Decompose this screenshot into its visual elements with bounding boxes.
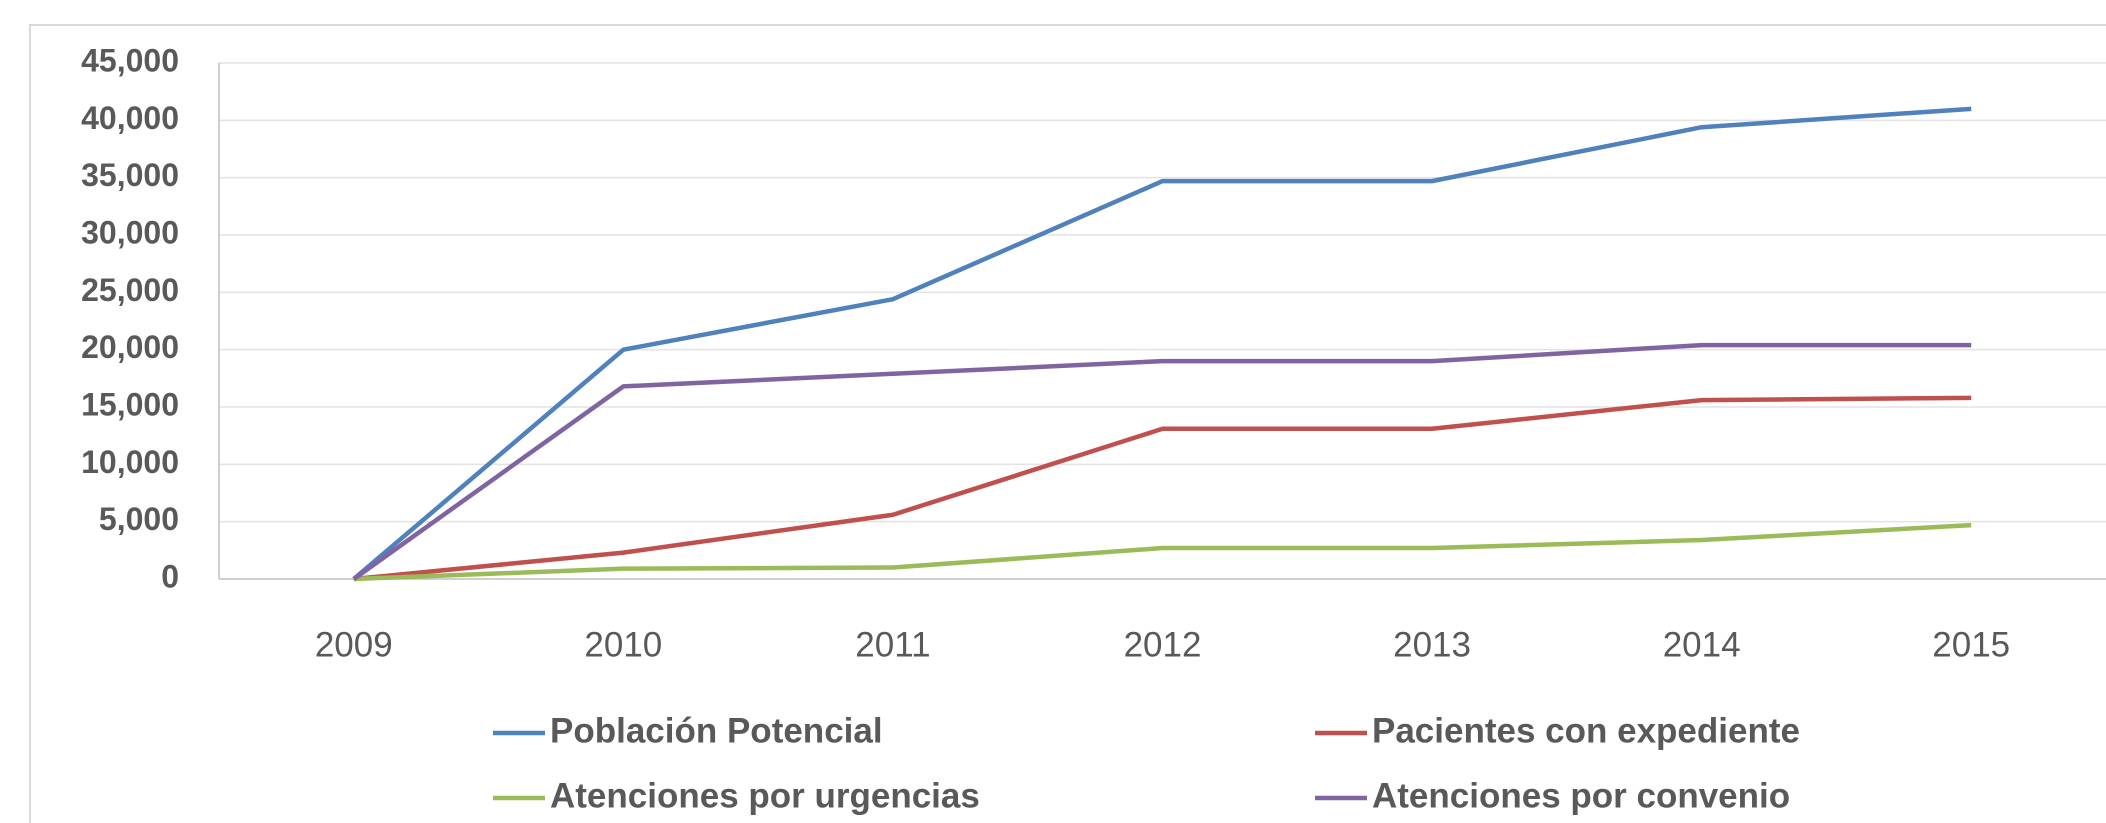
series-line: [352, 342, 1972, 581]
x-tick-label: 2011: [855, 625, 930, 664]
x-tick-label: 2009: [315, 625, 393, 664]
y-tick-label: 45,000: [81, 42, 179, 78]
y-tick-label: 0: [161, 558, 179, 594]
legend-label: Atenciones por urgencias: [550, 776, 980, 815]
series-line: [353, 522, 1972, 582]
legend-label: Pacientes con expediente: [1372, 711, 1800, 750]
y-tick-label: 5,000: [99, 501, 179, 537]
y-tick-label: 15,000: [81, 386, 179, 422]
y-tick-label: 20,000: [81, 329, 179, 365]
x-tick-label: 2015: [1932, 625, 2010, 664]
x-tick-label: 2012: [1124, 625, 1202, 664]
y-tick-label: 30,000: [81, 214, 179, 250]
series-line: [353, 395, 1972, 582]
y-tick-label: 25,000: [81, 272, 179, 308]
y-tick-label: 40,000: [81, 100, 179, 136]
x-tick-label: 2014: [1663, 625, 1741, 664]
x-tick-label: 2013: [1393, 625, 1471, 664]
x-tick-label: 2010: [584, 625, 662, 664]
legend-label: Atenciones por convenio: [1372, 776, 1790, 815]
legend-label: Población Potencial: [550, 711, 883, 750]
y-tick-label: 10,000: [81, 444, 179, 480]
y-tick-label: 35,000: [81, 157, 179, 193]
series-line: [352, 106, 1972, 581]
chart-border: [29, 24, 2106, 823]
